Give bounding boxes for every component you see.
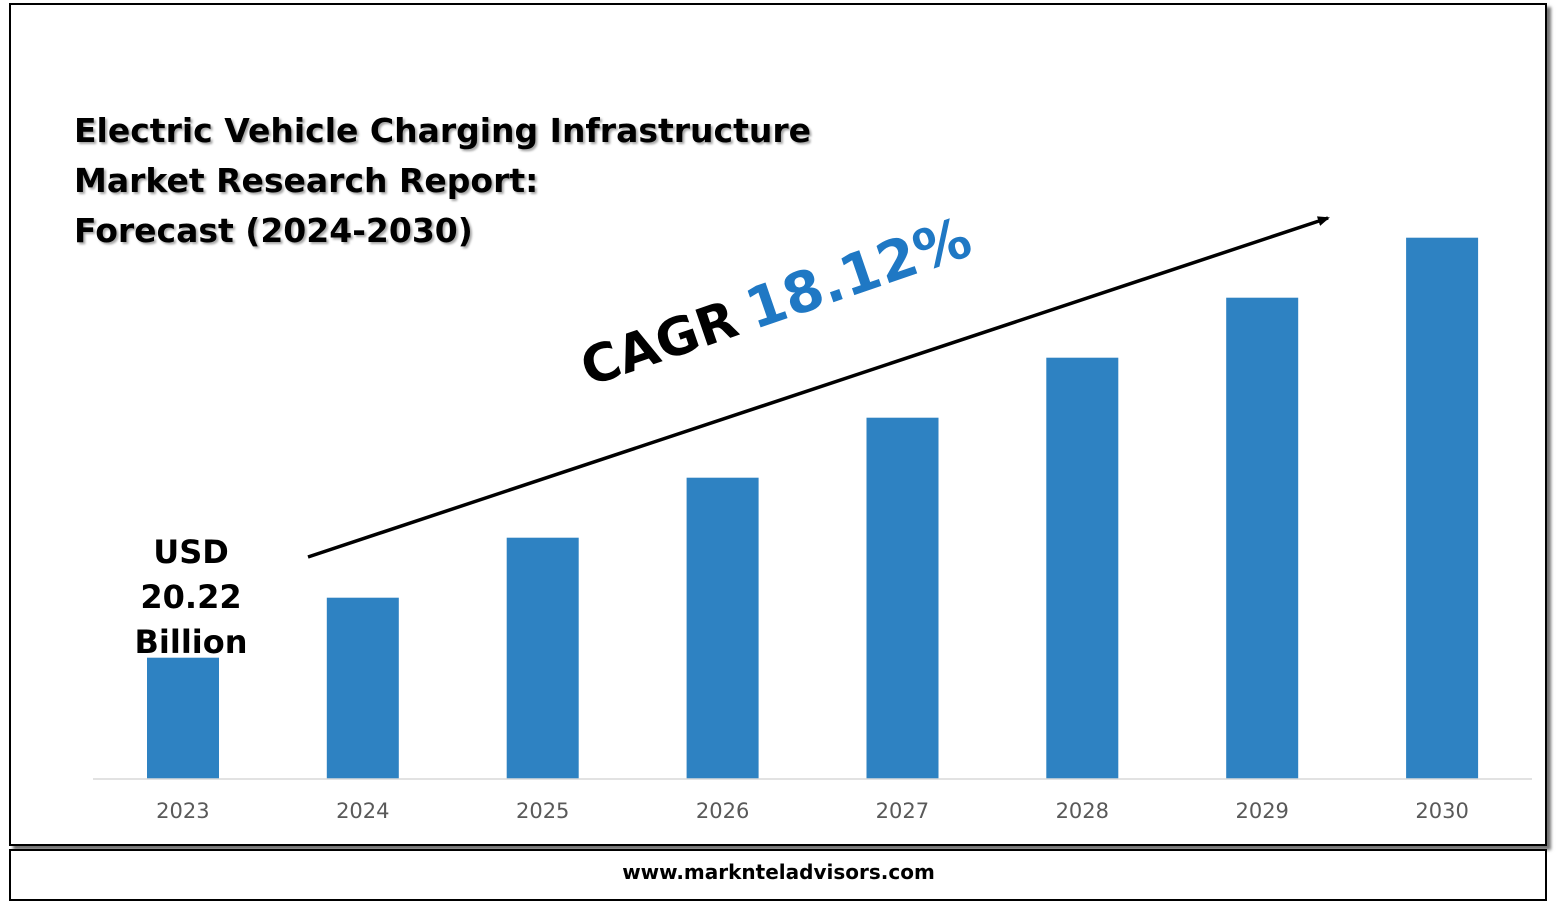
- bar-2024: [326, 597, 399, 779]
- callout-unit: Billion: [134, 623, 248, 661]
- title-line-3: Forecast (2024-2030): [74, 211, 473, 250]
- bar-series: [147, 237, 1479, 779]
- x-tick-label: 2030: [1415, 799, 1468, 823]
- growth-arrow: [307, 216, 1330, 559]
- chart-title: Electric Vehicle Charging Infrastructure…: [74, 106, 811, 256]
- bar-2030: [1406, 237, 1479, 779]
- x-tick-label: 2023: [156, 799, 209, 823]
- first-value-callout: USD 20.22 Billion: [118, 530, 264, 665]
- footer-url[interactable]: www.marknteladvisors.com: [622, 860, 935, 884]
- x-tick-labels: 2023 2024 2025 2026 2027 2028 2029 2030: [156, 799, 1469, 823]
- bar-2027: [866, 417, 939, 779]
- bar-2029: [1226, 297, 1299, 779]
- x-tick-label: 2025: [516, 799, 569, 823]
- bar-2026: [686, 477, 759, 779]
- title-line-2: Market Research Report:: [74, 161, 539, 200]
- bar-2023: [147, 657, 219, 779]
- x-tick-label: 2029: [1235, 799, 1288, 823]
- bar-2025: [506, 537, 579, 779]
- x-tick-label: 2026: [696, 799, 749, 823]
- x-tick-label: 2024: [336, 799, 389, 823]
- bar-2028: [1046, 357, 1119, 779]
- footer-bar: [9, 849, 1547, 901]
- title-line-1: Electric Vehicle Charging Infrastructure: [74, 111, 812, 150]
- callout-currency: USD: [153, 533, 229, 571]
- callout-amount: 20.22: [140, 578, 242, 616]
- x-tick-label: 2027: [876, 799, 929, 823]
- x-tick-label: 2028: [1056, 799, 1109, 823]
